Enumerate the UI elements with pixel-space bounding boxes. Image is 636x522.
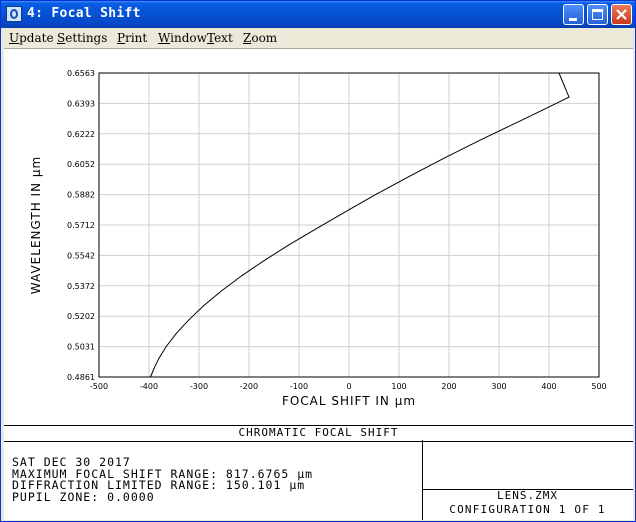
- x-tick-label: -500: [90, 382, 108, 391]
- focal-shift-chart: 0.4861 0.5031 0.5202 0.5372 0.5542 0.5712 0.58…: [29, 69, 607, 408]
- info-diffraction-range: DIFFRACTION LIMITED RANGE: 150.101 µm: [12, 478, 306, 492]
- menu-settings[interactable]: Settings: [57, 31, 108, 45]
- info-max-focal-shift: MAXIMUM FOCAL SHIFT RANGE: 817.6765 µm: [12, 466, 314, 481]
- close-icon: [616, 9, 627, 20]
- lens-file-name: LENS.ZMX: [497, 489, 558, 502]
- plot-frame: [98, 72, 600, 378]
- chart-caption: CHROMATIC FOCAL SHIFT: [4, 425, 633, 442]
- y-tick-label: 0.4861: [67, 373, 95, 382]
- y-axis-label: WAVELENGTH IN µm: [29, 156, 43, 294]
- info-block: SAT DEC 30 2017 MAXIMUM FOCAL SHIFT RANG…: [12, 455, 314, 504]
- y-tick-label: 0.6222: [67, 130, 95, 139]
- y-tick-label: 0.6052: [67, 160, 95, 169]
- x-tick-label: 300: [491, 382, 506, 391]
- maximize-icon: [592, 9, 603, 20]
- menu-window[interactable]: Window: [158, 31, 207, 45]
- divider-horizontal: [422, 489, 633, 490]
- x-tick-label: 100: [391, 382, 406, 391]
- x-tick-label: 500: [591, 382, 606, 391]
- y-tick-label: 0.5542: [67, 251, 95, 260]
- info-date: SAT DEC 30 2017: [12, 455, 131, 469]
- menu-update[interactable]: Update: [9, 31, 54, 45]
- window-title: 4: Focal Shift: [27, 6, 141, 21]
- menu-text[interactable]: Text: [207, 31, 233, 45]
- y-tick-label: 0.5882: [67, 191, 95, 200]
- close-button[interactable]: [611, 4, 632, 25]
- y-tick-label: 0.5712: [67, 221, 95, 230]
- info-pupil-zone: PUPIL ZONE: 0.0000: [12, 489, 155, 504]
- minimize-icon: [569, 18, 577, 21]
- plot-client-area: 0.4861 0.5031 0.5202 0.5372 0.5542 0.5712 0.58…: [4, 48, 633, 520]
- focal-shift-curve: [558, 72, 570, 103]
- x-tick-label: 400: [541, 382, 556, 391]
- menu-zoom[interactable]: Zoom: [243, 31, 278, 45]
- title-bar[interactable]: 4: Focal Shift: [1, 1, 635, 28]
- configuration-label: CONFIGURATION 1 OF 1: [449, 503, 606, 516]
- minimize-button[interactable]: [563, 4, 584, 25]
- zemax-app-icon[interactable]: [6, 6, 22, 22]
- x-tick-label: -300: [190, 382, 208, 391]
- focal-shift-curve: [150, 101, 560, 378]
- x-tick-label: -400: [140, 382, 158, 391]
- x-tick-label: -100: [290, 382, 308, 391]
- x-tick-label: -200: [240, 382, 258, 391]
- y-tick-label: 0.5031: [67, 343, 95, 352]
- y-tick-label: 0.6393: [67, 99, 95, 108]
- x-axis-label: FOCAL SHIFT IN µm: [282, 394, 416, 408]
- y-tick-label: 0.6563: [67, 69, 95, 78]
- y-tick-label: 0.5372: [67, 282, 95, 291]
- x-tick-label: 200: [441, 382, 456, 391]
- menu-bar: Update Settings Print Window Text Zoom: [1, 28, 635, 47]
- divider-vertical: [422, 440, 423, 520]
- y-tick-label: 0.5202: [67, 312, 95, 321]
- maximize-button[interactable]: [587, 4, 608, 25]
- menu-print[interactable]: Print: [117, 31, 148, 45]
- x-tick-label: 0: [346, 382, 351, 391]
